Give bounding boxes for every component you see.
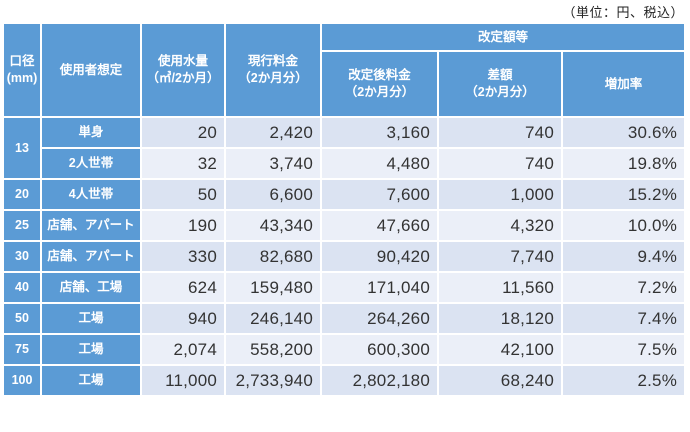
usage-cell: 2,074 <box>140 333 226 366</box>
header-revision-group: 改定額等 <box>319 22 687 52</box>
revised-fee-cell: 264,260 <box>320 302 439 335</box>
header-current-fee: 現行料金 （2か月分） <box>224 22 322 118</box>
unit-note: （単位：円、税込） <box>562 5 684 20</box>
current-fee-cell: 2,420 <box>224 116 322 149</box>
header-row-group: 口径 (mm) 使用者想定 使用水量 （㎥/2か月） 現行料金 （2か月分） 改… <box>2 22 687 118</box>
current-fee-cell: 2,733,940 <box>224 364 322 397</box>
header-revised-fee: 改定後料金 （2か月分） <box>320 50 439 118</box>
current-fee-cell: 246,140 <box>224 302 322 335</box>
diameter-cell: 30 <box>2 240 42 273</box>
revised-fee-cell: 600,300 <box>320 333 439 366</box>
diameter-cell: 100 <box>2 364 42 397</box>
table-row: 25 店舗、アパート 190 43,340 47,660 4,320 10.0% <box>2 209 687 242</box>
difference-cell: 4,320 <box>437 209 563 242</box>
diameter-cell: 40 <box>2 271 42 304</box>
increase-rate-cell: 19.8% <box>560 147 687 180</box>
user-type-cell: 単身 <box>40 116 142 149</box>
revised-fee-cell: 171,040 <box>320 271 439 304</box>
increase-rate-cell: 2.5% <box>560 364 687 397</box>
table-row: 50 工場 940 246,140 264,260 18,120 7.4% <box>2 302 687 335</box>
current-fee-cell: 558,200 <box>224 333 322 366</box>
diameter-cell: 13 <box>2 116 42 180</box>
user-type-cell: 店舗、工場 <box>40 271 142 304</box>
diameter-cell: 75 <box>2 333 42 366</box>
header-diameter: 口径 (mm) <box>2 22 42 118</box>
diameter-cell: 25 <box>2 209 42 242</box>
table-row: 30 店舗、アパート 330 82,680 90,420 7,740 9.4% <box>2 240 687 273</box>
difference-cell: 18,120 <box>437 302 563 335</box>
user-type-cell: 工場 <box>40 333 142 366</box>
current-fee-cell: 3,740 <box>224 147 322 180</box>
header-increase-rate: 増加率 <box>560 50 687 118</box>
difference-cell: 740 <box>437 147 563 180</box>
usage-cell: 190 <box>140 209 226 242</box>
table-row: 13 単身 20 2,420 3,160 740 30.6% <box>2 116 687 180</box>
user-type-cell: 2人世帯 <box>40 147 142 180</box>
difference-cell: 11,560 <box>437 271 563 304</box>
table-row: 2人世帯 32 3,740 4,480 740 19.8% <box>3 147 687 180</box>
revised-fee-cell: 7,600 <box>320 178 439 211</box>
usage-cell: 330 <box>140 240 226 273</box>
current-fee-cell: 159,480 <box>224 271 322 304</box>
increase-rate-cell: 7.4% <box>560 302 687 335</box>
difference-cell: 68,240 <box>437 364 563 397</box>
header-row-sub: 改定後料金 （2か月分） 差額 （2か月分） 増加率 <box>3 50 687 118</box>
user-type-cell: 工場 <box>40 302 142 335</box>
usage-cell: 940 <box>140 302 226 335</box>
difference-cell: 42,100 <box>437 333 563 366</box>
diameter-cell: 20 <box>2 178 42 211</box>
header-user-type: 使用者想定 <box>40 22 142 118</box>
usage-cell: 50 <box>140 178 226 211</box>
user-type-cell: 店舗、アパート <box>40 209 142 242</box>
difference-cell: 740 <box>437 116 563 149</box>
revised-fee-cell: 4,480 <box>320 147 439 180</box>
water-rate-table: 口径 (mm) 使用者想定 使用水量 （㎥/2か月） 現行料金 （2か月分） 改… <box>2 22 687 397</box>
difference-cell: 1,000 <box>437 178 563 211</box>
increase-rate-cell: 10.0% <box>560 209 687 242</box>
usage-cell: 624 <box>140 271 226 304</box>
usage-cell: 11,000 <box>140 364 226 397</box>
revised-fee-cell: 47,660 <box>320 209 439 242</box>
increase-rate-cell: 15.2% <box>560 178 687 211</box>
table-row: 100 工場 11,000 2,733,940 2,802,180 68,240… <box>2 364 687 397</box>
header-usage: 使用水量 （㎥/2か月） <box>140 22 226 118</box>
diameter-cell: 50 <box>2 302 42 335</box>
usage-cell: 32 <box>140 147 226 180</box>
table-row: 40 店舗、工場 624 159,480 171,040 11,560 7.2% <box>2 271 687 304</box>
current-fee-cell: 82,680 <box>224 240 322 273</box>
revised-fee-cell: 90,420 <box>320 240 439 273</box>
user-type-cell: 工場 <box>40 364 142 397</box>
current-fee-cell: 6,600 <box>224 178 322 211</box>
user-type-cell: 4人世帯 <box>40 178 142 211</box>
table-row: 75 工場 2,074 558,200 600,300 42,100 7.5% <box>2 333 687 366</box>
user-type-cell: 店舗、アパート <box>40 240 142 273</box>
usage-cell: 20 <box>140 116 226 149</box>
header-difference: 差額 （2か月分） <box>437 50 563 118</box>
increase-rate-cell: 9.4% <box>560 240 687 273</box>
revised-fee-cell: 3,160 <box>320 116 439 149</box>
increase-rate-cell: 30.6% <box>560 116 687 149</box>
current-fee-cell: 43,340 <box>224 209 322 242</box>
difference-cell: 7,740 <box>437 240 563 273</box>
table-row: 20 4人世帯 50 6,600 7,600 1,000 15.2% <box>2 178 687 211</box>
revised-fee-cell: 2,802,180 <box>320 364 439 397</box>
increase-rate-cell: 7.5% <box>560 333 687 366</box>
increase-rate-cell: 7.2% <box>560 271 687 304</box>
